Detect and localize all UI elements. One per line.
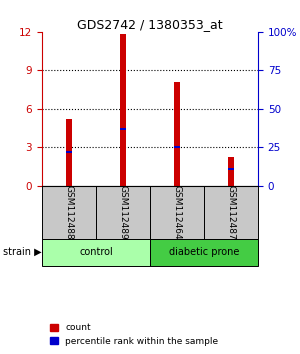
- Bar: [66, 119, 72, 185]
- Bar: [228, 158, 234, 185]
- Bar: [120, 34, 126, 185]
- Bar: [150, 239, 258, 266]
- Legend: count, percentile rank within the sample: count, percentile rank within the sample: [46, 320, 222, 349]
- Text: strain ▶: strain ▶: [3, 247, 42, 257]
- Bar: [120, 128, 126, 130]
- Text: GSM112489: GSM112489: [118, 185, 127, 240]
- Bar: [42, 239, 150, 266]
- Bar: [204, 185, 258, 239]
- Text: control: control: [79, 247, 113, 257]
- Title: GDS2742 / 1380353_at: GDS2742 / 1380353_at: [77, 18, 223, 31]
- Bar: [66, 151, 72, 154]
- Bar: [174, 146, 180, 148]
- Bar: [42, 185, 96, 239]
- Text: diabetic prone: diabetic prone: [169, 247, 239, 257]
- Text: GSM112464: GSM112464: [172, 185, 182, 240]
- Text: GSM112487: GSM112487: [226, 185, 236, 240]
- Text: GSM112488: GSM112488: [64, 185, 74, 240]
- Bar: [96, 185, 150, 239]
- Bar: [174, 82, 180, 185]
- Bar: [228, 168, 234, 170]
- Bar: [150, 185, 204, 239]
